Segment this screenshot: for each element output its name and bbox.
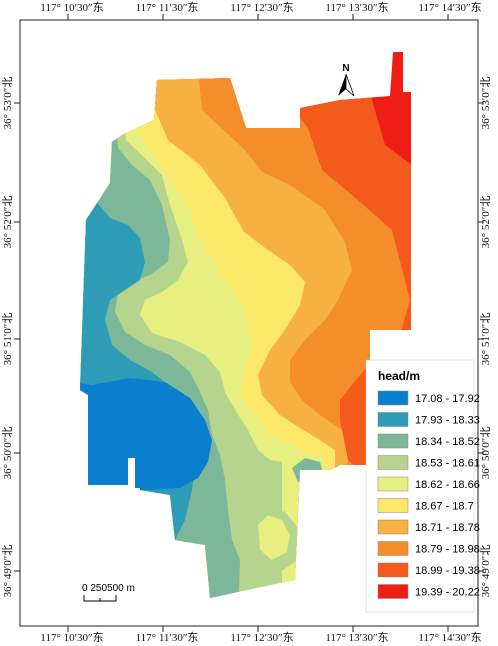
zone-pocket-18-62-18-66 [258, 515, 290, 560]
zone-17-08-17-92 [80, 378, 212, 500]
longitude-ticks-bottom: 117° 10′30″东 117° 11′30″东 117° 12′30″东 1… [40, 626, 482, 644]
lon-label-bottom-2: 117° 11′30″东 [136, 631, 199, 644]
legend-swatch-3 [377, 455, 409, 470]
longitude-ticks-top: 117° 10′30″东 117° 11′30″东 117° 12′30″东 1… [40, 1, 482, 20]
lat-label-left-2: 36° 52′0″北 [1, 196, 14, 249]
legend-label-6: 18.71 - 18.78 [415, 522, 480, 534]
legend-label-1: 17.93 - 18.33 [415, 415, 480, 427]
lat-label-right-3: 36° 51′0″北 [479, 313, 492, 366]
legend-swatch-7 [377, 541, 409, 556]
north-arrow-label: N [342, 63, 349, 74]
lat-label-left-5: 36° 49′0″北 [1, 545, 14, 598]
legend-swatch-2 [377, 433, 409, 449]
legend-label-0: 17.08 - 17.92 [415, 393, 480, 405]
lon-label-bottom-3: 117° 12′30″东 [230, 631, 293, 644]
lat-label-right-5: 36° 49′0″北 [479, 545, 492, 598]
lat-label-right-4: 36° 50′0″北 [479, 427, 492, 480]
lat-label-left-3: 36° 51′0″北 [1, 313, 14, 366]
legend-title: head/m [378, 369, 420, 383]
lon-label-bottom-1: 117° 10′30″东 [40, 631, 103, 644]
legend-label-7: 18.79 - 18.98 [415, 544, 480, 556]
lat-label-right-2: 36° 52′0″北 [479, 196, 492, 249]
legend-label-8: 18.99 - 19.38 [415, 565, 480, 577]
latitude-ticks-left: 36° 53′0″北 36° 52′0″北 36° 51′0″北 36° 50′… [1, 77, 20, 598]
legend-swatch-1 [377, 412, 409, 427]
lon-label-top-1: 117° 10′30″东 [40, 1, 103, 14]
lon-label-bottom-5: 117° 14′30″东 [418, 631, 481, 644]
legend-swatch-9 [377, 584, 409, 599]
north-arrow-icon: N [338, 63, 355, 97]
legend-swatch-0 [377, 390, 409, 406]
lon-label-top-5: 117° 14′30″东 [418, 1, 481, 14]
lon-label-bottom-4: 117° 13′30″东 [325, 631, 388, 644]
lat-label-right-1: 36° 53′0″北 [479, 77, 492, 130]
legend-label-4: 18.62 - 18.66 [415, 479, 480, 491]
scale-bar: 0 250500 m [82, 583, 135, 602]
latitude-ticks-right: 36° 53′0″北 36° 52′0″北 36° 51′0″北 36° 50′… [478, 77, 492, 598]
lon-label-top-3: 117° 12′30″东 [230, 1, 293, 14]
legend-swatch-4 [377, 476, 409, 492]
lat-label-left-1: 36° 53′0″北 [1, 77, 14, 130]
lon-label-top-2: 117° 11′30″东 [136, 1, 199, 14]
legend-label-9: 19.39 - 20.22 [415, 587, 480, 599]
legend-label-5: 18.67 - 18.7 [415, 501, 474, 513]
legend-label-2: 18.34 - 18.52 [415, 436, 480, 448]
legend-swatch-5 [377, 498, 409, 513]
legend-swatch-6 [377, 519, 409, 535]
map-frame [19, 19, 479, 627]
lon-label-top-4: 117° 13′30″东 [325, 1, 388, 14]
legend-swatch-8 [377, 562, 409, 578]
legend-label-3: 18.53 - 18.61 [415, 458, 480, 470]
legend: head/m 17.08 - 17.92 17.93 - 18.33 18.34 -… [365, 359, 480, 613]
lat-label-left-4: 36° 50′0″北 [1, 427, 14, 480]
scale-bar-label: 0 250500 m [82, 583, 135, 594]
